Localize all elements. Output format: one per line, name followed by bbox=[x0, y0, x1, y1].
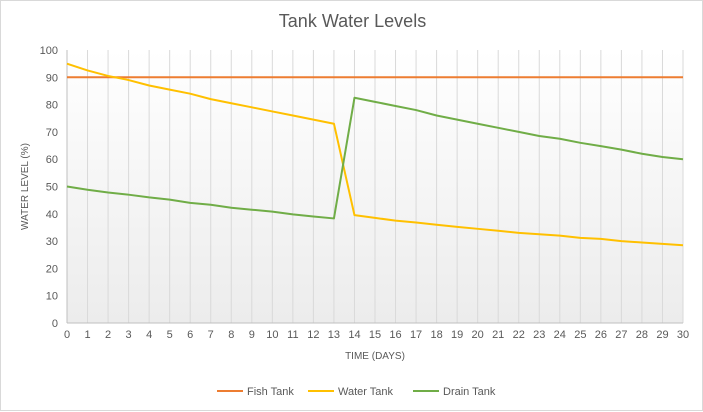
y-tick-label: 50 bbox=[46, 182, 58, 194]
x-tick-label: 24 bbox=[554, 329, 566, 341]
legend-label-fish-tank: Fish Tank bbox=[247, 386, 294, 398]
x-tick-label: 26 bbox=[595, 329, 607, 341]
series-line-water-tank bbox=[66, 62, 684, 247]
x-tick-label: 15 bbox=[369, 329, 381, 341]
x-tick-label: 28 bbox=[636, 329, 648, 341]
x-tick-label: 23 bbox=[533, 329, 545, 341]
x-tick-label: 22 bbox=[513, 329, 525, 341]
x-tick-label: 5 bbox=[167, 329, 173, 341]
y-tick-label: 0 bbox=[52, 318, 58, 330]
legend-label-drain-tank: Drain Tank bbox=[443, 386, 496, 398]
x-tick-label: 8 bbox=[228, 329, 234, 341]
x-tick-label: 19 bbox=[451, 329, 463, 341]
y-tick-label: 20 bbox=[46, 263, 58, 275]
chart-title: Tank Water Levels bbox=[278, 11, 427, 31]
y-axis-title: WATER LEVEL (%) bbox=[20, 143, 31, 230]
x-tick-label: 14 bbox=[348, 329, 360, 341]
x-tick-label: 16 bbox=[389, 329, 401, 341]
legend-label-water-tank: Water Tank bbox=[338, 386, 394, 398]
y-tick-label: 10 bbox=[46, 291, 58, 303]
y-tick-label: 40 bbox=[46, 209, 58, 221]
x-tick-label: 4 bbox=[146, 329, 152, 341]
y-tick-label: 30 bbox=[46, 236, 58, 248]
x-tick-label: 12 bbox=[307, 329, 319, 341]
y-tick-label: 90 bbox=[46, 72, 58, 84]
legend: Fish Tank Water Tank Drain Tank bbox=[217, 386, 496, 398]
x-tick-label: 27 bbox=[615, 329, 627, 341]
x-tick-label: 25 bbox=[574, 329, 586, 341]
x-tick-label: 1 bbox=[84, 329, 90, 341]
x-tick-label: 30 bbox=[677, 329, 689, 341]
x-tick-label: 0 bbox=[64, 329, 70, 341]
x-tick-label: 2 bbox=[105, 329, 111, 341]
x-tick-label: 18 bbox=[430, 329, 442, 341]
x-tick-label: 3 bbox=[126, 329, 132, 341]
y-tick-label: 80 bbox=[46, 100, 58, 112]
y-tick-label: 60 bbox=[46, 154, 58, 166]
x-tick-label: 11 bbox=[287, 329, 298, 341]
series-line-drain-tank bbox=[66, 96, 684, 220]
y-tick-label: 70 bbox=[46, 127, 58, 139]
x-axis-title: TIME (DAYS) bbox=[345, 351, 405, 362]
grid-lines bbox=[87, 50, 684, 323]
x-tick-label: 6 bbox=[187, 329, 193, 341]
series-lines bbox=[66, 62, 684, 247]
x-tick-label: 17 bbox=[410, 329, 422, 341]
x-tick-label: 13 bbox=[328, 329, 340, 341]
axes: 0 1 2 3 4 5 6 7 8 9 10 11 12 13 14 15 16 17 18 19 20 21 22 23 24… bbox=[40, 45, 689, 341]
y-tick-label: 100 bbox=[40, 45, 58, 57]
x-tick-label: 29 bbox=[656, 329, 668, 341]
x-tick-label: 10 bbox=[266, 329, 278, 341]
x-tick-label: 9 bbox=[249, 329, 255, 341]
x-tick-label: 21 bbox=[492, 329, 504, 341]
x-tick-label: 20 bbox=[472, 329, 484, 341]
x-tick-label: 7 bbox=[208, 329, 214, 341]
